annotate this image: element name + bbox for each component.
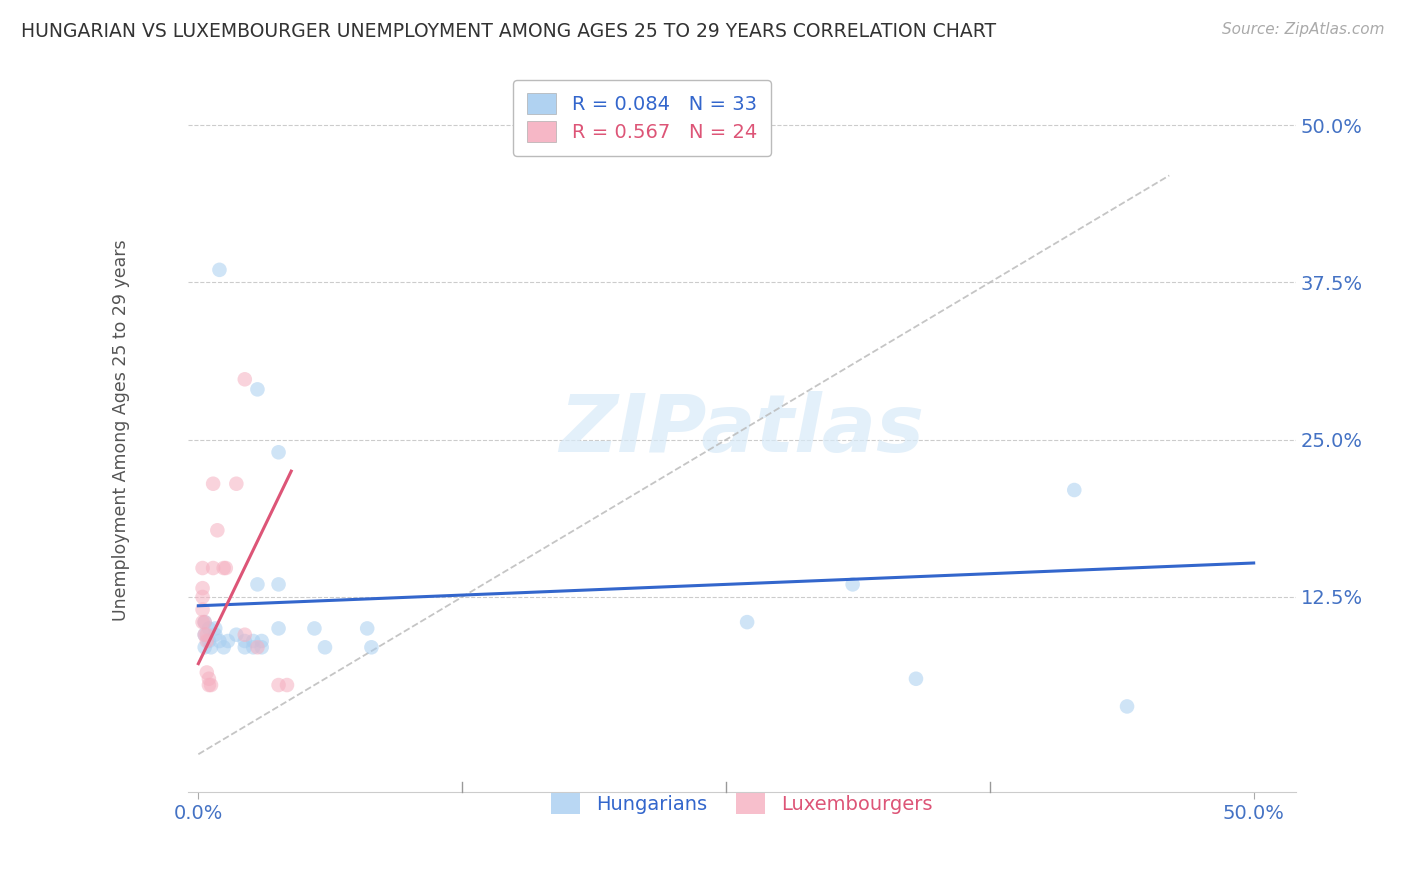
Point	[191, 561, 214, 575]
Point	[191, 602, 214, 616]
Point	[356, 622, 378, 636]
Point	[250, 640, 273, 655]
Point	[194, 628, 217, 642]
Point	[194, 615, 217, 629]
Point	[191, 615, 214, 629]
Point	[204, 628, 226, 642]
Point	[217, 634, 239, 648]
Point	[212, 561, 235, 575]
Point	[202, 476, 225, 491]
Point	[215, 561, 238, 575]
Point	[207, 523, 229, 537]
Point	[191, 581, 214, 595]
Point	[1116, 699, 1139, 714]
Point	[208, 263, 231, 277]
Point	[194, 615, 217, 629]
Point	[267, 622, 290, 636]
Point	[191, 590, 214, 604]
Point	[198, 622, 221, 636]
Point	[202, 561, 225, 575]
Point	[314, 640, 336, 655]
Point	[1063, 483, 1085, 497]
Point	[194, 640, 217, 655]
Point	[198, 672, 221, 686]
Text: HUNGARIAN VS LUXEMBOURGER UNEMPLOYMENT AMONG AGES 25 TO 29 YEARS CORRELATION CHA: HUNGARIAN VS LUXEMBOURGER UNEMPLOYMENT A…	[21, 22, 997, 41]
Point	[200, 678, 222, 692]
Point	[735, 615, 758, 629]
Point	[212, 640, 235, 655]
Text: Source: ZipAtlas.com: Source: ZipAtlas.com	[1222, 22, 1385, 37]
Point	[200, 640, 222, 655]
Point	[233, 640, 256, 655]
Point	[242, 640, 264, 655]
Point	[267, 577, 290, 591]
Point	[267, 445, 290, 459]
Point	[841, 577, 863, 591]
Point	[233, 372, 256, 386]
Point	[225, 476, 247, 491]
Point	[246, 577, 269, 591]
Text: Unemployment Among Ages 25 to 29 years: Unemployment Among Ages 25 to 29 years	[112, 239, 131, 621]
Point	[195, 634, 218, 648]
Point	[195, 628, 218, 642]
Point	[246, 383, 269, 397]
Point	[246, 640, 269, 655]
Point	[204, 622, 226, 636]
Legend: Hungarians, Luxembourgers: Hungarians, Luxembourgers	[540, 781, 945, 826]
Point	[233, 634, 256, 648]
Point	[198, 678, 221, 692]
Point	[208, 634, 231, 648]
Point	[360, 640, 382, 655]
Point	[276, 678, 298, 692]
Point	[250, 634, 273, 648]
Point	[195, 665, 218, 680]
Point	[194, 628, 217, 642]
Point	[225, 628, 247, 642]
Point	[904, 672, 927, 686]
Point	[242, 634, 264, 648]
Point	[267, 678, 290, 692]
Point	[233, 628, 256, 642]
Text: ZIPatlas: ZIPatlas	[560, 392, 924, 469]
Point	[198, 634, 221, 648]
Point	[304, 622, 326, 636]
